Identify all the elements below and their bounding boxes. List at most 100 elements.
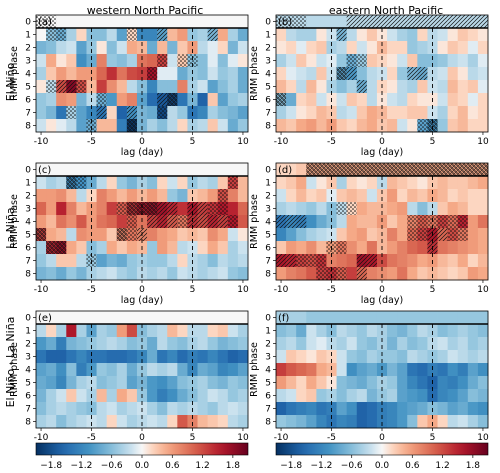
heatmap-cell — [356, 324, 368, 338]
heatmap-cell — [457, 324, 469, 338]
stipple-mark — [116, 228, 127, 241]
heatmap-cell — [76, 15, 87, 29]
stipple-mark — [326, 163, 337, 176]
heatmap-cell — [36, 324, 47, 338]
heatmap-cell — [376, 415, 388, 429]
heatmap-cell — [96, 80, 108, 94]
heatmap-cell — [346, 176, 358, 190]
stipple-mark — [397, 163, 408, 176]
heatmap-cell — [417, 415, 428, 429]
heatmap-cell — [336, 337, 348, 351]
stipple-mark — [177, 215, 188, 228]
heatmap-cell — [217, 241, 229, 255]
heatmap-cell — [417, 389, 428, 403]
heatmap-cell — [227, 350, 239, 364]
heatmap-cell — [366, 337, 378, 351]
heatmap-cell — [207, 80, 219, 94]
heatmap-cell — [316, 41, 327, 55]
heatmap-cell — [306, 189, 317, 203]
heatmap-cell — [437, 241, 449, 255]
heatmap-cell — [467, 93, 479, 107]
stipple-mark — [126, 28, 137, 41]
heatmap-cell — [227, 267, 239, 281]
heatmap-cell — [207, 54, 219, 68]
heatmap-cell — [217, 41, 229, 55]
hatch-mark — [126, 106, 137, 119]
heatmap-cell — [207, 189, 219, 203]
stipple-mark — [326, 267, 337, 280]
panel-letter: (c) — [38, 165, 51, 176]
heatmap-cell — [376, 176, 388, 190]
heatmap-cell — [147, 163, 158, 177]
stipple-mark — [76, 80, 87, 93]
heatmap-cell — [66, 163, 77, 177]
y-tick-label: 5 — [265, 231, 271, 241]
heatmap-cell — [407, 241, 418, 255]
heatmap-cell — [366, 67, 378, 81]
heatmap-cell — [237, 324, 249, 338]
heatmap-cell — [276, 80, 287, 94]
heatmap-cell — [306, 324, 317, 338]
heatmap-cell — [126, 15, 138, 29]
heatmap-cell — [376, 202, 388, 216]
heatmap-cell — [46, 189, 57, 203]
heatmap-cell — [467, 267, 479, 281]
stipple-mark — [276, 15, 287, 28]
stipple-mark — [346, 202, 357, 215]
heatmap-cell — [147, 363, 158, 377]
x-tick-label: -5 — [327, 285, 336, 295]
hatch-mark — [407, 15, 418, 28]
heatmap-cell — [116, 241, 128, 255]
heatmap-cell — [356, 350, 368, 364]
hatch-mark — [147, 215, 158, 228]
y-axis-label: RMM phase — [249, 194, 260, 249]
heatmap-cell — [397, 215, 408, 229]
heatmap-cell — [136, 267, 148, 281]
heatmap-cell — [447, 376, 459, 390]
heatmap-cell — [227, 254, 239, 268]
heatmap-cell — [457, 267, 469, 281]
heatmap-cell — [116, 324, 128, 338]
heatmap-cell — [66, 402, 77, 416]
heatmap-cell — [177, 311, 188, 325]
y-tick-label: 7 — [265, 109, 271, 119]
heatmap-cell — [66, 189, 77, 203]
y-tick-label: 2 — [265, 340, 271, 350]
heatmap-cell — [46, 176, 57, 190]
heatmap-cell — [417, 324, 428, 338]
heatmap-cell — [56, 15, 67, 29]
heatmap-cell — [326, 119, 337, 133]
heatmap-cell — [366, 215, 378, 229]
heatmap-cell — [217, 93, 229, 107]
heatmap-cell — [437, 80, 449, 94]
heatmap-cell — [237, 163, 249, 177]
y-tick-label: 1 — [25, 31, 31, 41]
stipple-mark — [407, 228, 418, 241]
heatmap-cell — [36, 28, 47, 42]
heatmap-cell — [106, 311, 118, 325]
heatmap-cell — [187, 189, 198, 203]
heatmap-cell — [387, 324, 398, 338]
heatmap-cell — [177, 267, 188, 281]
heatmap-cell — [187, 176, 198, 190]
stipple-mark — [366, 163, 377, 176]
heatmap-cell — [276, 415, 287, 429]
heatmap-cell — [126, 254, 138, 268]
stipple-mark — [316, 254, 327, 267]
heatmap-cell — [106, 41, 118, 55]
heatmap-cell — [366, 415, 378, 429]
stipple-mark — [36, 15, 47, 28]
heatmap-cell — [36, 363, 47, 377]
heatmap-cell — [187, 337, 198, 351]
heatmap-cell — [126, 54, 138, 68]
heatmap-cell — [437, 389, 449, 403]
y-tick-label: 0 — [25, 18, 31, 28]
heatmap-cell — [36, 106, 47, 120]
heatmap-cell — [296, 189, 307, 203]
heatmap-cell — [147, 80, 158, 94]
heatmap-cell — [477, 189, 489, 203]
heatmap-cell — [36, 350, 47, 364]
heatmap-cell — [187, 119, 198, 133]
stipple-mark — [286, 15, 297, 28]
stipple-mark — [336, 267, 347, 280]
